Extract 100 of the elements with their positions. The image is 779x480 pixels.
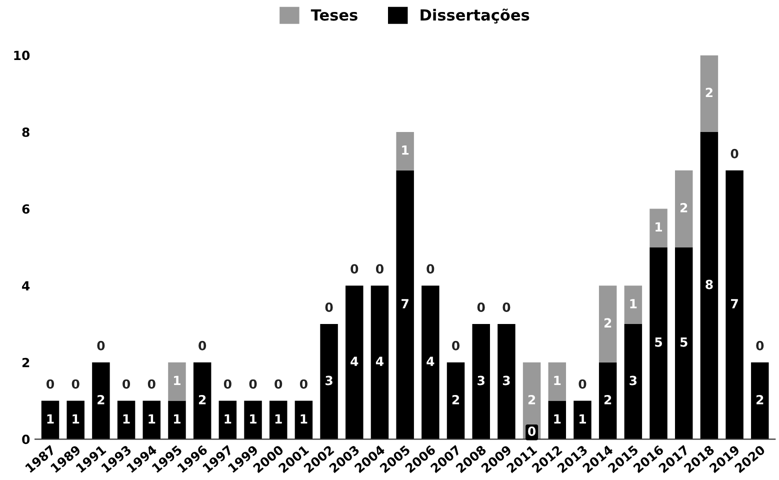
bar [598,286,617,362]
data-label: 1 [148,414,156,424]
bar [269,400,288,440]
bar [117,400,136,440]
bar [422,286,440,440]
bar [396,170,414,440]
bar [548,400,566,440]
data-label: 0 [578,379,586,389]
data-label: 0 [325,302,333,312]
data-label: 3 [478,376,484,386]
data-label: 0 [756,340,764,350]
data-label: 3 [630,376,637,386]
data-label: 1 [554,414,561,424]
y-tick-label: 0 [22,434,30,444]
y-tick-label: 8 [22,127,30,137]
bar [624,324,642,440]
bar [624,286,642,324]
data-label: 2 [528,394,536,404]
bar [168,400,186,440]
bar [41,400,60,440]
data-label: 0 [198,340,206,350]
data-label: 1 [250,414,257,424]
bar [218,400,237,440]
data-label: 4 [376,356,384,366]
data-label: 2 [756,394,764,404]
y-tick-label: 6 [22,204,30,214]
bar [650,208,668,248]
data-label: 1 [554,376,561,386]
data-label: 2 [452,394,460,404]
data-label: 0 [224,379,232,389]
data-label: 1 [630,299,637,308]
data-label: 1 [47,414,54,424]
data-label: 1 [174,414,180,424]
data-label: 0 [148,379,156,389]
data-label: 0 [376,264,384,274]
bar [700,132,718,440]
bar [396,132,414,170]
legend-label: Dissertações [420,8,530,24]
data-label: 2 [604,394,612,404]
data-label: 1 [300,414,308,424]
bar [598,362,617,440]
data-label: 1 [402,146,409,155]
bar [472,324,490,440]
bar [674,247,693,440]
data-label: 0 [97,340,105,350]
bar [370,286,389,440]
bar [92,362,110,440]
data-label: 3 [326,376,332,386]
bar [193,362,212,440]
data-label: 1 [580,414,586,424]
data-label: 0 [274,379,282,389]
annotation: 0 [528,426,536,436]
bar [320,324,338,440]
data-label: 2 [604,318,612,328]
y-tick-label: 10 [14,50,30,60]
data-label: 0 [426,264,434,274]
data-label: 0 [477,302,485,312]
data-label: 2 [680,202,688,212]
bar [726,170,744,440]
data-label: 4 [426,356,434,366]
data-label: 0 [249,379,257,389]
bar [574,400,592,440]
data-label: 4 [350,356,358,366]
data-label: 0 [350,264,358,274]
bar [751,362,769,440]
data-label: 3 [502,376,510,386]
bar [346,286,364,440]
data-label: 1 [72,414,80,424]
bar [168,362,186,401]
data-label: 0 [730,148,738,158]
bar [142,400,161,440]
bar [548,362,566,401]
data-label: 0 [122,379,130,389]
data-label: 0 [46,379,54,389]
data-label: 1 [656,222,662,232]
data-label: 5 [655,338,662,347]
bar [700,55,718,132]
bar [66,400,84,440]
data-label: 2 [706,88,712,98]
data-label: 1 [174,376,180,386]
data-label: 1 [275,414,282,424]
bar [294,400,313,440]
y-tick-label: 4 [22,281,30,290]
bar [244,400,262,440]
data-label: 2 [198,394,206,404]
data-label: 7 [402,299,408,308]
data-label: 0 [502,302,510,312]
data-label: 7 [731,299,738,308]
data-label: 8 [706,280,713,290]
y-tick-label: 2 [22,358,30,368]
data-label: 0 [72,379,80,389]
data-label: 0 [452,340,460,350]
bar [446,362,465,440]
bar [498,324,516,440]
bar [674,170,693,248]
bar [650,247,668,440]
data-label: 1 [123,414,130,424]
data-label: 2 [98,394,104,404]
data-label: 1 [224,414,232,424]
data-label: 0 [300,379,308,389]
